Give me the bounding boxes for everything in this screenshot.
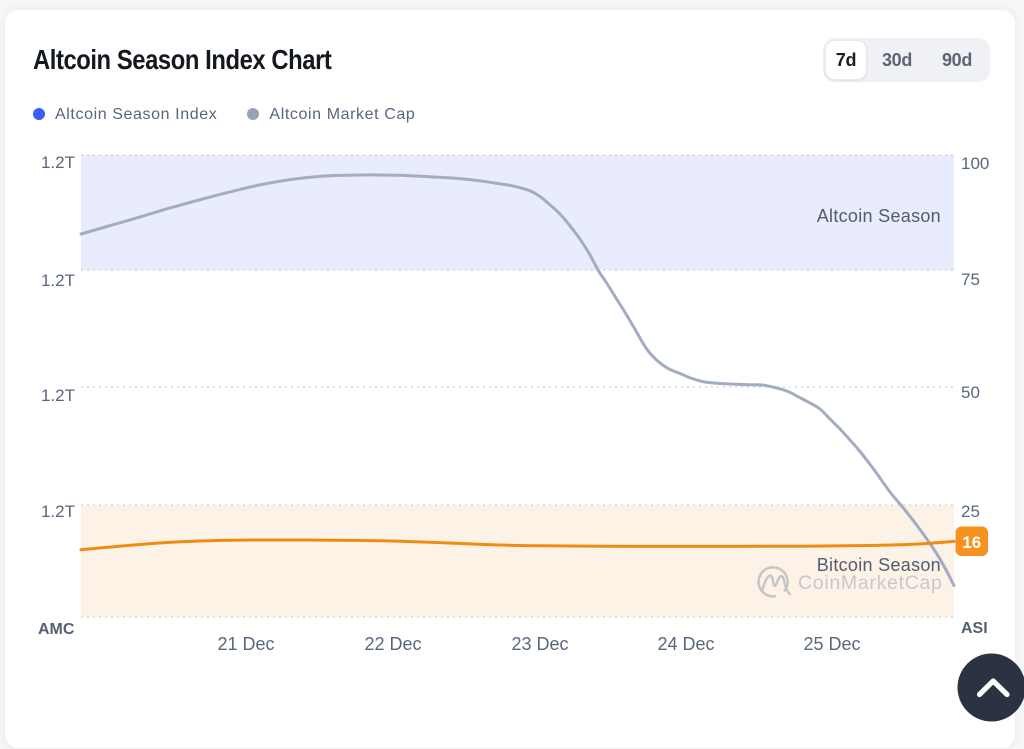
svg-text:24 Dec: 24 Dec <box>657 634 714 654</box>
svg-text:21 Dec: 21 Dec <box>217 634 274 654</box>
svg-text:1.2T: 1.2T <box>41 386 75 405</box>
svg-text:22 Dec: 22 Dec <box>364 634 421 654</box>
svg-text:1.2T: 1.2T <box>41 153 75 172</box>
svg-text:1.2T: 1.2T <box>41 271 75 290</box>
svg-text:23 Dec: 23 Dec <box>511 634 568 654</box>
svg-text:25 Dec: 25 Dec <box>803 634 860 654</box>
svg-text:1.2T: 1.2T <box>41 502 75 521</box>
svg-text:100: 100 <box>961 154 989 173</box>
svg-text:25: 25 <box>961 502 980 521</box>
svg-text:Altcoin Season: Altcoin Season <box>817 206 941 226</box>
svg-text:75: 75 <box>961 270 980 289</box>
svg-text:AMC: AMC <box>38 621 75 638</box>
svg-text:ASI: ASI <box>961 620 988 637</box>
svg-text:16: 16 <box>962 533 981 552</box>
svg-text:50: 50 <box>961 383 980 402</box>
svg-text:CoinMarketCap: CoinMarketCap <box>798 572 943 594</box>
